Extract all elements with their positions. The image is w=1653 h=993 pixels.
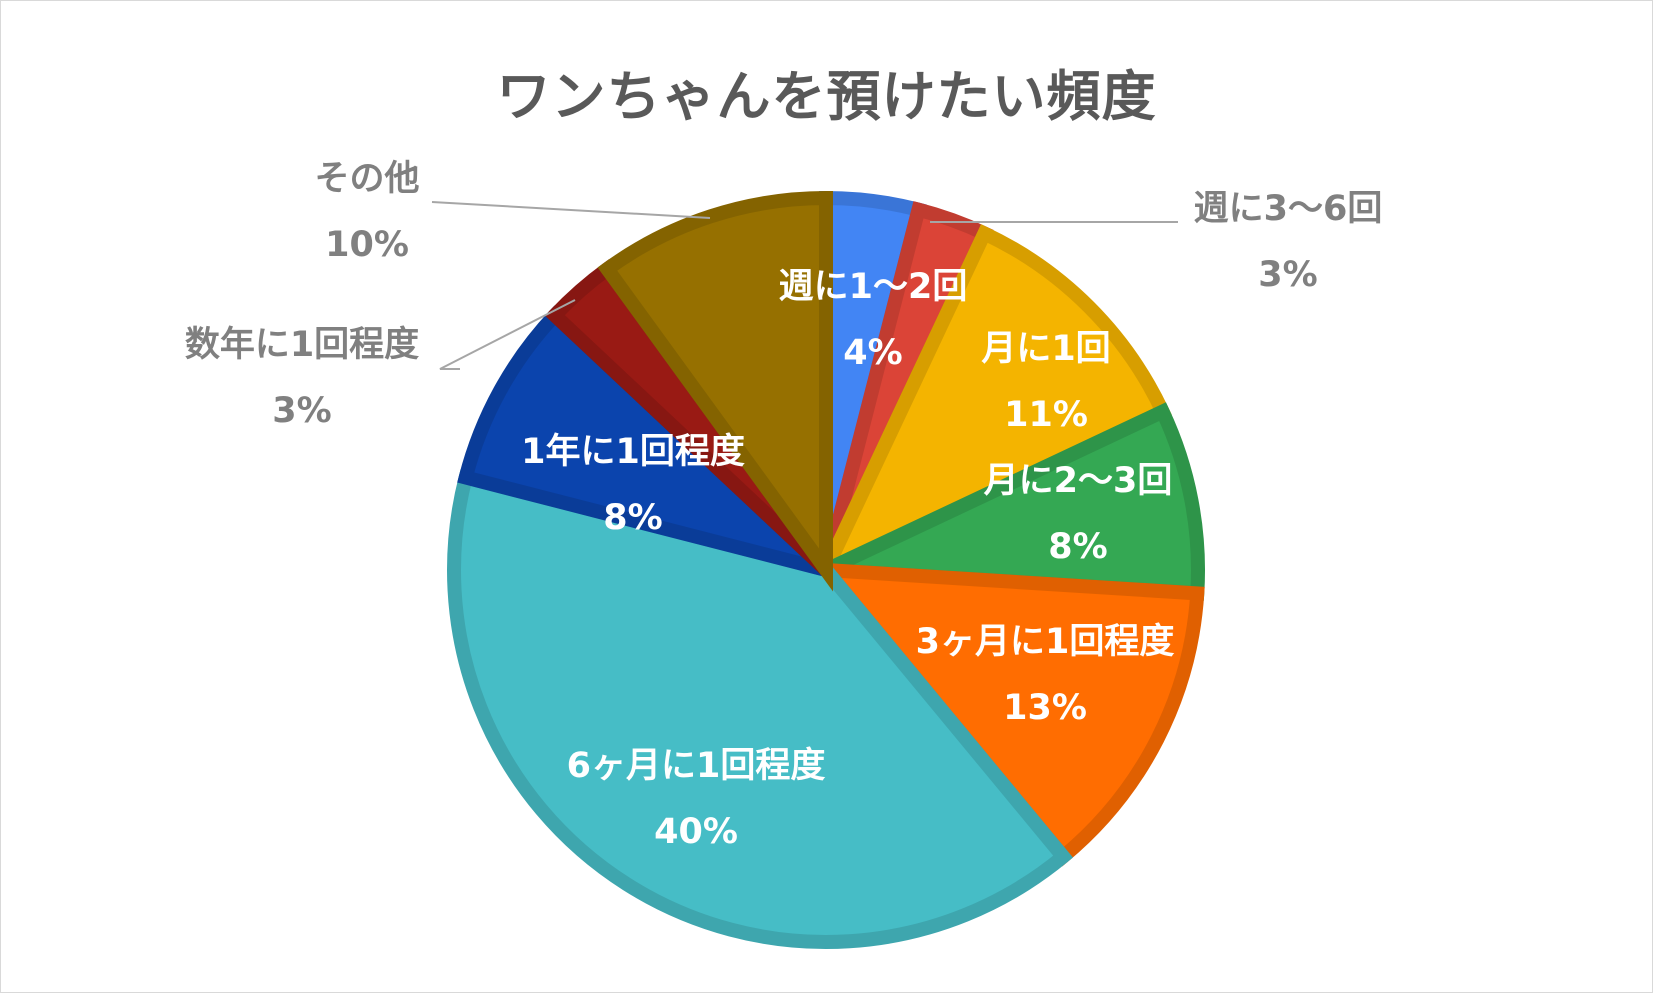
- data-label-percent: 40%: [654, 812, 738, 852]
- pie-slice: [597, 190, 833, 592]
- data-label-percent: 13%: [1003, 688, 1087, 728]
- data-label-percent: 3%: [272, 391, 331, 431]
- leader-line: [439, 299, 576, 370]
- data-label-percent: 8%: [603, 498, 662, 538]
- data-label-category: 週に1～2回: [779, 267, 968, 307]
- data-label-category: 月に2～3回: [984, 461, 1173, 501]
- data-label-percent: 11%: [1004, 395, 1088, 435]
- pie-slice: [447, 468, 1073, 949]
- data-label-category: 週に3～6回: [1194, 189, 1383, 229]
- data-label-category: 数年に1回程度: [185, 325, 419, 365]
- pie-slice: [810, 561, 1205, 867]
- data-label-category: 3ヶ月に1回程度: [916, 622, 1175, 662]
- data-labels: 週に1～2回 4% 週に3～6回 3% 月に1回 11% 月に2～3回 8% 3ヶ月に1回程度 1…: [185, 159, 1383, 852]
- pie-slice: [823, 402, 1205, 601]
- pie-slices: [447, 190, 1205, 949]
- data-label-category: 月に1回: [981, 329, 1110, 369]
- data-label-category: 6ヶ月に1回程度: [567, 746, 826, 786]
- data-label-category: 1年に1回程度: [521, 432, 745, 472]
- data-label-percent: 8%: [1048, 527, 1107, 567]
- data-label-category: その他: [314, 159, 419, 199]
- data-label-percent: 10%: [325, 225, 409, 265]
- data-label-percent: 4%: [843, 333, 902, 373]
- pie-slice: [811, 224, 1172, 585]
- chart-title: ワンちゃんを預けたい頻度: [496, 65, 1157, 128]
- data-label-percent: 3%: [1258, 255, 1317, 295]
- leader-lines: [431, 201, 1178, 370]
- pie-slice: [457, 305, 831, 577]
- leader-line: [431, 201, 711, 219]
